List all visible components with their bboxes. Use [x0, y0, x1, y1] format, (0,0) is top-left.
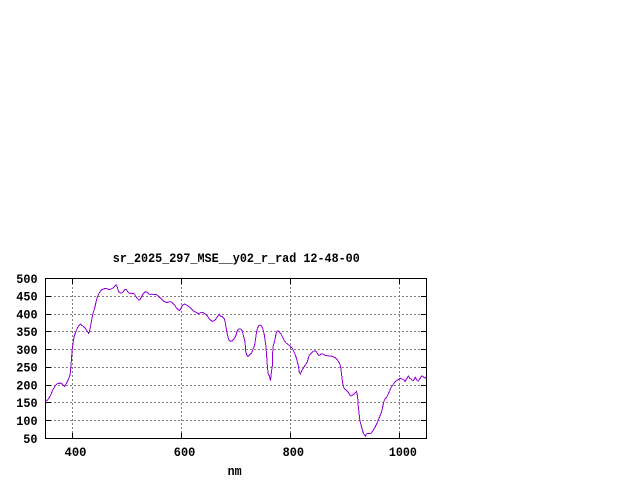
svg-text:150: 150 — [16, 397, 37, 411]
svg-text:50: 50 — [23, 433, 37, 447]
svg-text:400: 400 — [16, 308, 37, 322]
svg-text:250: 250 — [16, 362, 37, 376]
svg-text:500: 500 — [16, 273, 37, 287]
svg-text:sr_2025_297_MSE__y02_r_rad 12-: sr_2025_297_MSE__y02_r_rad 12-48-00 — [113, 252, 360, 266]
svg-text:450: 450 — [16, 291, 37, 305]
svg-text:350: 350 — [16, 326, 37, 340]
svg-text:1000: 1000 — [389, 446, 417, 460]
svg-text:800: 800 — [283, 446, 305, 460]
svg-text:100: 100 — [16, 415, 37, 429]
svg-text:200: 200 — [16, 380, 37, 394]
svg-text:600: 600 — [174, 446, 196, 460]
svg-text:400: 400 — [65, 446, 87, 460]
svg-text:nm: nm — [228, 465, 242, 479]
svg-text:300: 300 — [16, 344, 37, 358]
